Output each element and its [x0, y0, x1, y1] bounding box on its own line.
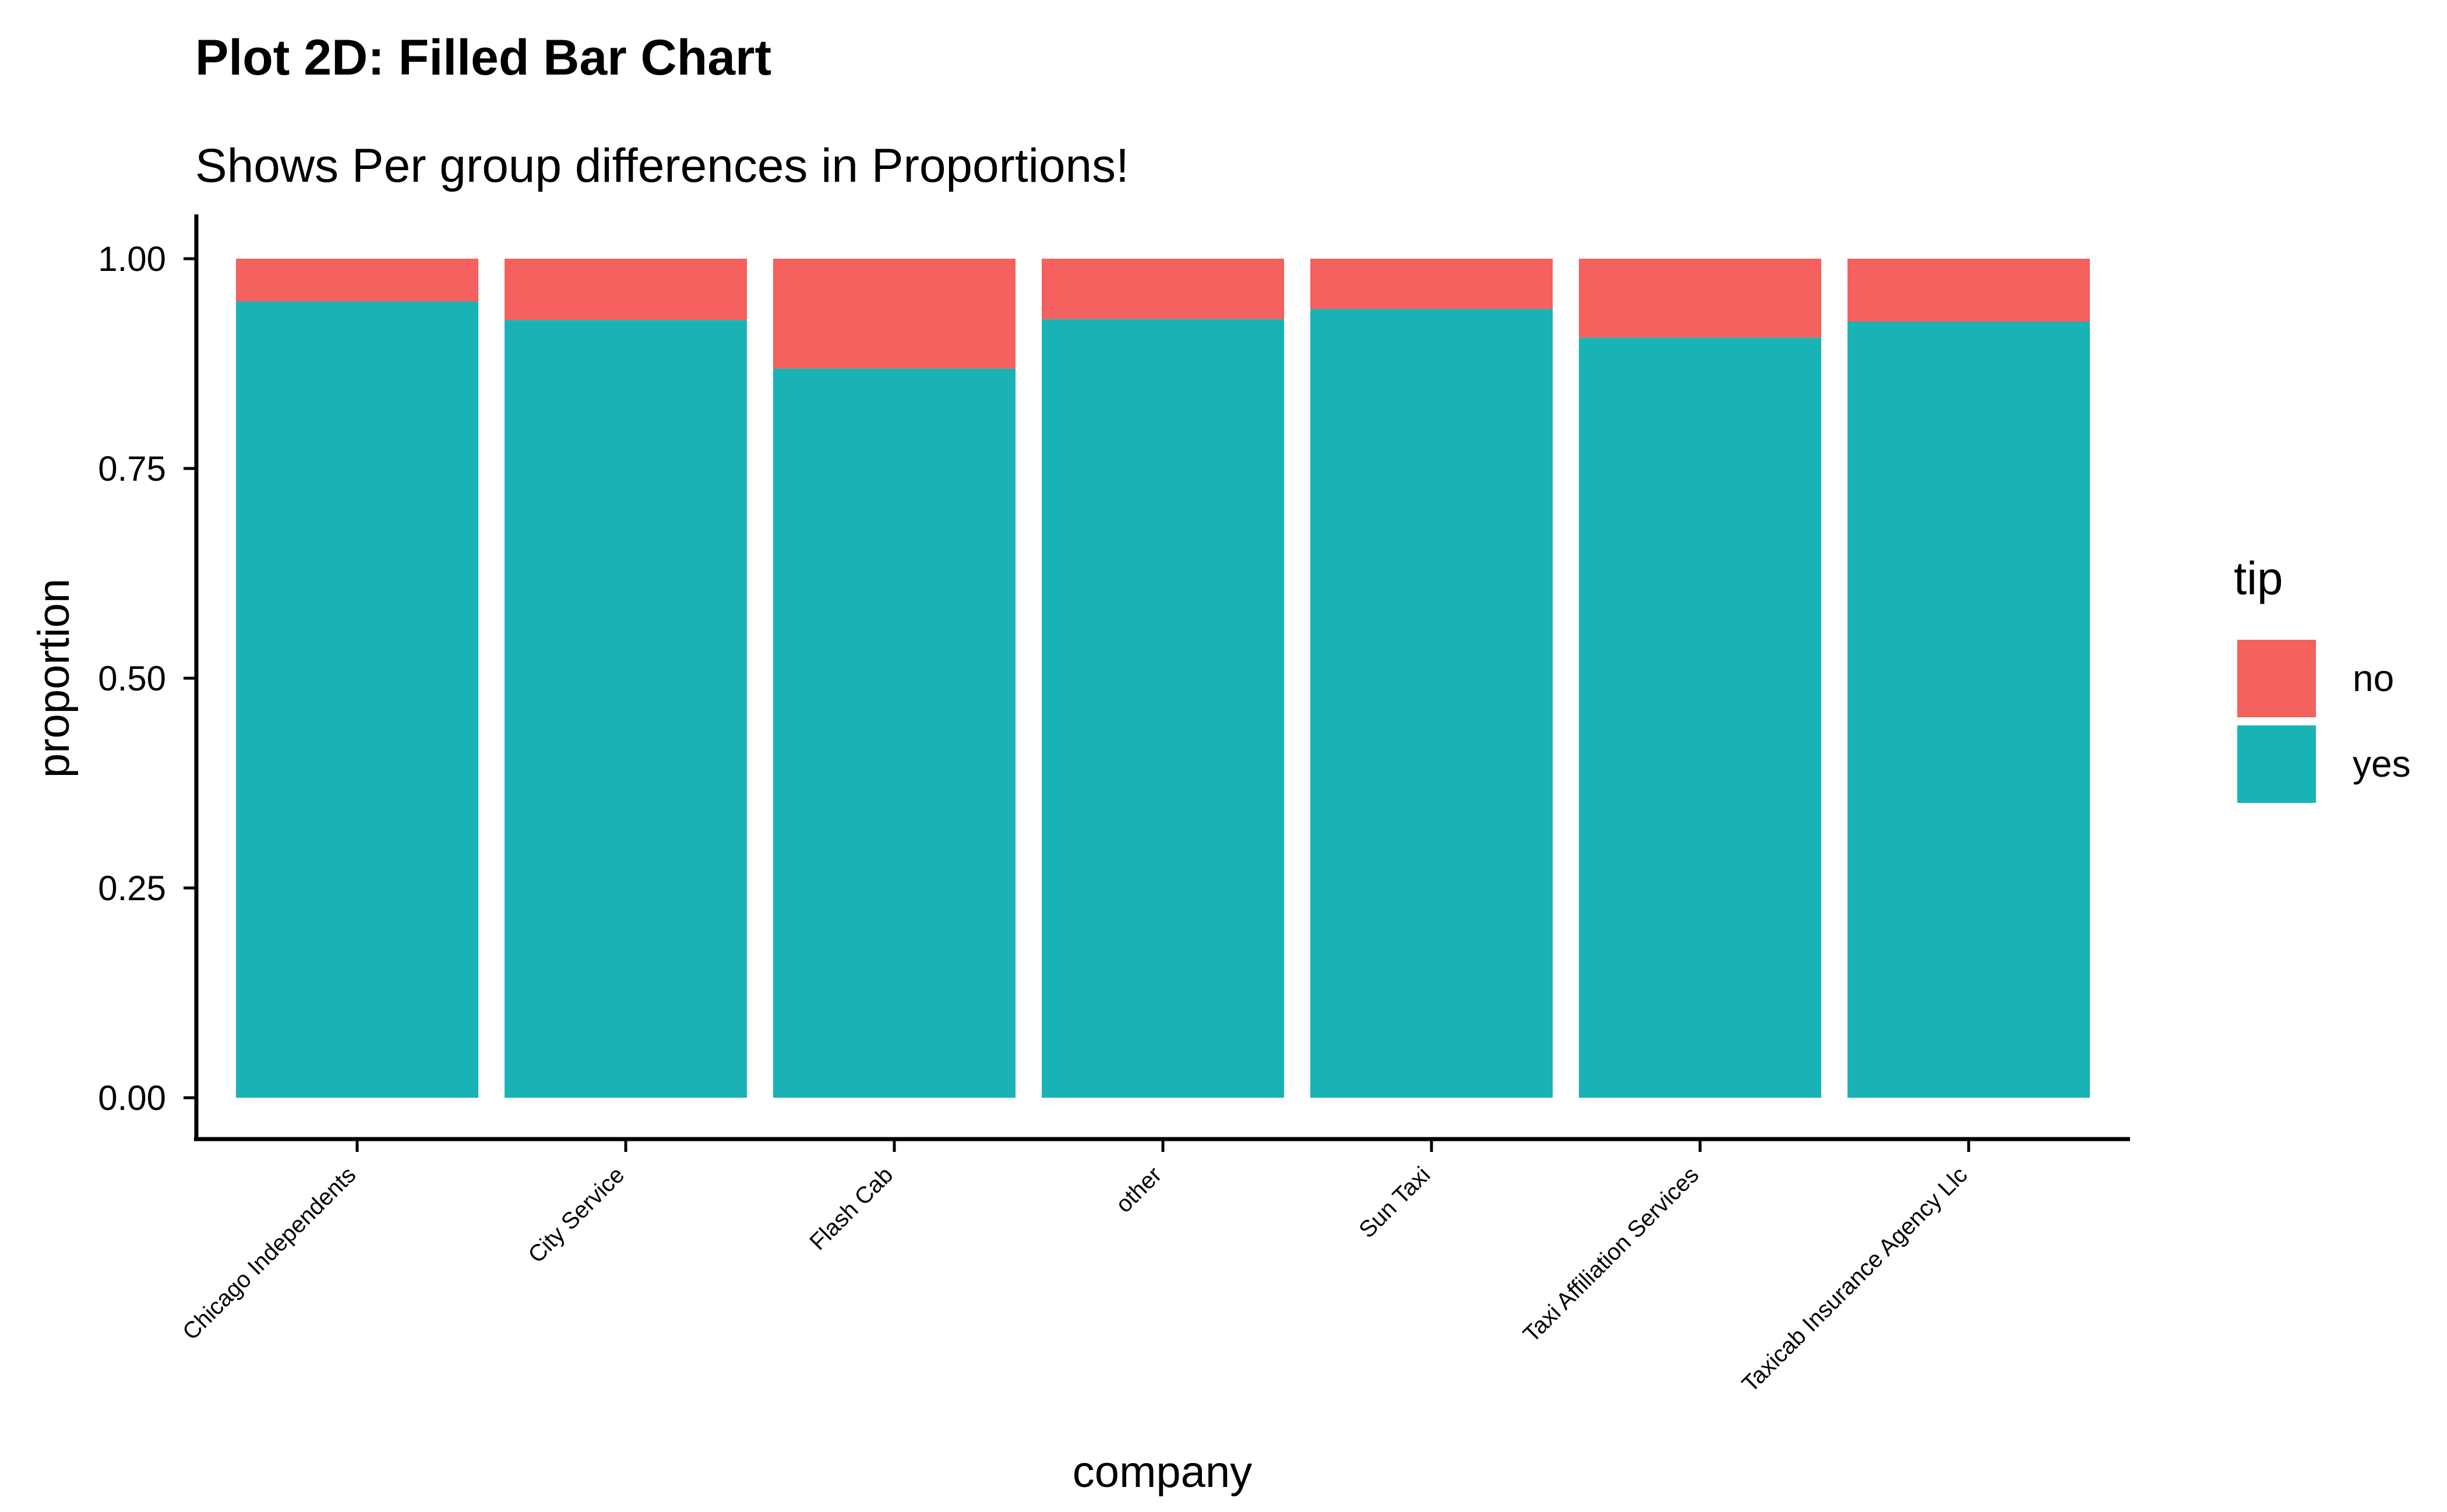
x-tick-label: Taxicab Insurance Agency Llc	[1737, 1162, 1973, 1397]
bar-no	[1579, 259, 1821, 338]
chart-title: Plot 2D: Filled Bar Chart	[195, 30, 771, 86]
bar-no	[1310, 259, 1553, 309]
legend-label-no: no	[2353, 657, 2394, 699]
y-tick-label: 0.25	[98, 869, 166, 908]
bar-yes	[1579, 337, 1821, 1098]
legend-title: tip	[2234, 552, 2283, 604]
bar-yes	[236, 301, 478, 1098]
bars-layer	[236, 259, 2090, 1098]
y-tick-label: 0.75	[98, 449, 166, 488]
legend-key-no	[2237, 640, 2316, 717]
bar-yes	[1310, 309, 1553, 1098]
x-axis-title: company	[1073, 1447, 1252, 1497]
x-tick-label: Taxi Affiliation Services	[1518, 1162, 1704, 1347]
y-tick-label: 0.00	[98, 1079, 166, 1118]
x-axis: Chicago Independents City Service Flash Ca…	[178, 1137, 2130, 1397]
y-tick-label: 0.50	[98, 659, 166, 698]
x-tick-label: Sun Taxi	[1354, 1162, 1435, 1243]
bar-no	[1042, 259, 1284, 319]
x-tick-label: Flash Cab	[805, 1162, 898, 1255]
x-tick-label: other	[1111, 1162, 1167, 1218]
y-axis: 0.00 0.25 0.50 0.75 1.00	[98, 214, 199, 1139]
bar-no	[505, 259, 747, 320]
bar-yes	[505, 320, 747, 1098]
legend-key-yes	[2237, 725, 2316, 803]
legend-label-yes: yes	[2353, 743, 2411, 785]
chart-subtitle: Shows Per group differences in Proportio…	[195, 139, 1129, 192]
y-axis-title: proportion	[29, 579, 79, 778]
y-tick-label: 1.00	[98, 239, 166, 279]
bar-no	[773, 259, 1016, 369]
bar-no	[236, 259, 478, 302]
bar-yes	[1042, 319, 1284, 1098]
bar-yes	[1847, 322, 2090, 1098]
x-tick-label: City Service	[523, 1162, 629, 1268]
legend: tip no yes	[2234, 552, 2411, 803]
bar-yes	[773, 368, 1016, 1098]
bar-no	[1847, 259, 2090, 322]
x-tick-label: Chicago Independents	[178, 1162, 361, 1345]
